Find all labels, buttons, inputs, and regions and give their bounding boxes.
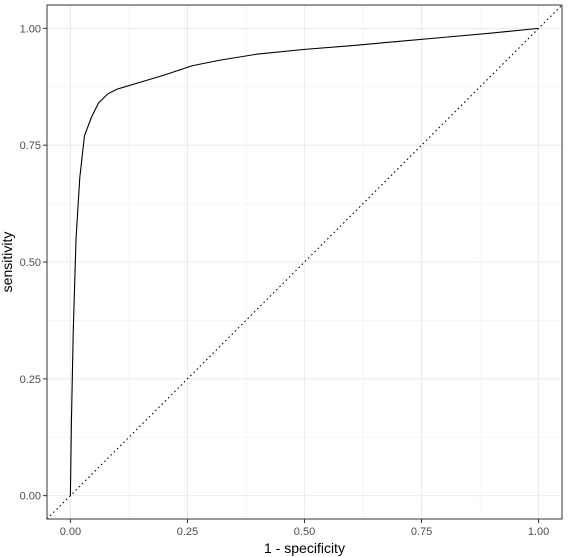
x-tick-label: 0.25 [177,526,198,538]
x-axis: 0.00 0.25 0.50 0.75 1.00 [60,519,549,538]
y-axis: 0.00 0.25 0.50 0.75 1.00 [20,23,47,503]
y-tick-label: 0.00 [20,491,41,503]
y-tick-label: 1.00 [20,23,41,35]
y-tick-label: 0.25 [20,374,41,386]
y-tick-label: 0.50 [20,257,41,269]
series-layer [46,4,563,520]
x-tick-label: 1.00 [528,526,549,538]
roc-curve-line [69,27,539,496]
y-tick-label: 0.75 [20,140,41,152]
y-axis-title: sensitivity [0,232,15,293]
x-tick-label: 0.00 [60,526,81,538]
x-tick-label: 0.75 [411,526,432,538]
major-grid [47,5,562,519]
x-axis-title: 1 - specificity [264,540,345,556]
x-tick-label: 0.50 [294,526,315,538]
